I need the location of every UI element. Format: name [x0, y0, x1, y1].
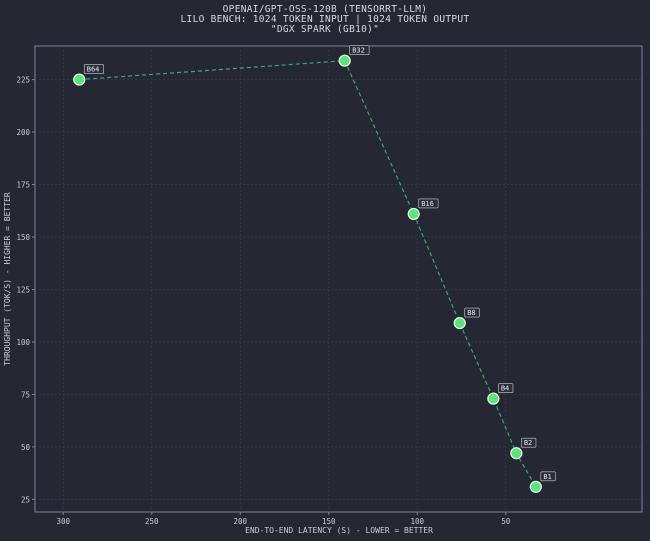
- y-tick-label: 150: [16, 233, 30, 242]
- data-label: B2: [524, 439, 532, 447]
- y-axis-label: THROUGHPUT (TOK/S) - HIGHER = BETTER: [3, 192, 12, 366]
- data-label: B8: [467, 309, 475, 317]
- data-point: [510, 447, 523, 460]
- data-point: [338, 54, 351, 67]
- x-tick-label: 50: [501, 517, 511, 526]
- y-tick-label: 50: [21, 443, 31, 452]
- chart-title-line-2: LILO BENCH: 1024 TOKEN INPUT | 1024 TOKE…: [180, 14, 470, 25]
- data-label-box: [83, 64, 104, 74]
- x-tick-label: 100: [410, 517, 424, 526]
- data-point: [529, 480, 542, 493]
- plot-frame: [34, 45, 643, 513]
- y-tick-label: 200: [16, 128, 30, 137]
- data-point: [407, 207, 420, 221]
- y-axis-ticks: 25 50 75 100 125 150 175 200 225: [16, 76, 35, 504]
- x-axis-label: END-TO-END LATENCY (S) - LOWER = BETTER: [245, 526, 433, 535]
- x-tick-label: 300: [57, 517, 71, 526]
- y-tick-label: 75: [21, 390, 30, 399]
- data-label: B64: [87, 66, 100, 74]
- data-label: B32: [352, 47, 365, 55]
- data-series: B64 B32 B16 B8 B4 B2 B1: [73, 45, 556, 493]
- x-axis-ticks: 300 250 200 150 100 50: [57, 512, 511, 526]
- data-label-box: [349, 45, 370, 55]
- x-tick-label: 250: [145, 517, 159, 526]
- data-label: B16: [421, 200, 434, 208]
- data-point: [487, 392, 500, 405]
- y-tick-label: 100: [16, 338, 30, 347]
- y-tick-label: 25: [21, 495, 30, 504]
- x-tick-label: 150: [322, 517, 336, 526]
- data-label: B1: [543, 473, 551, 481]
- data-label-box: [418, 198, 439, 209]
- data-label-box: [498, 383, 514, 393]
- data-label: B4: [501, 385, 509, 393]
- data-point: [453, 316, 466, 330]
- chart-title-line-1: OPENAI/GPT-OSS-120B (TENSORRT-LLM): [222, 4, 428, 15]
- y-tick-label: 175: [16, 181, 30, 190]
- data-label-box: [540, 471, 556, 482]
- data-label-box: [464, 307, 480, 318]
- series-line: [79, 60, 537, 488]
- data-label-box: [521, 437, 537, 448]
- gridlines: [35, 46, 642, 512]
- data-point: [73, 73, 86, 86]
- y-tick-label: 225: [16, 76, 30, 85]
- chart-title-line-3: "DGX SPARK (GB10)": [270, 24, 380, 35]
- y-tick-label: 125: [16, 285, 30, 294]
- x-tick-label: 200: [234, 517, 248, 526]
